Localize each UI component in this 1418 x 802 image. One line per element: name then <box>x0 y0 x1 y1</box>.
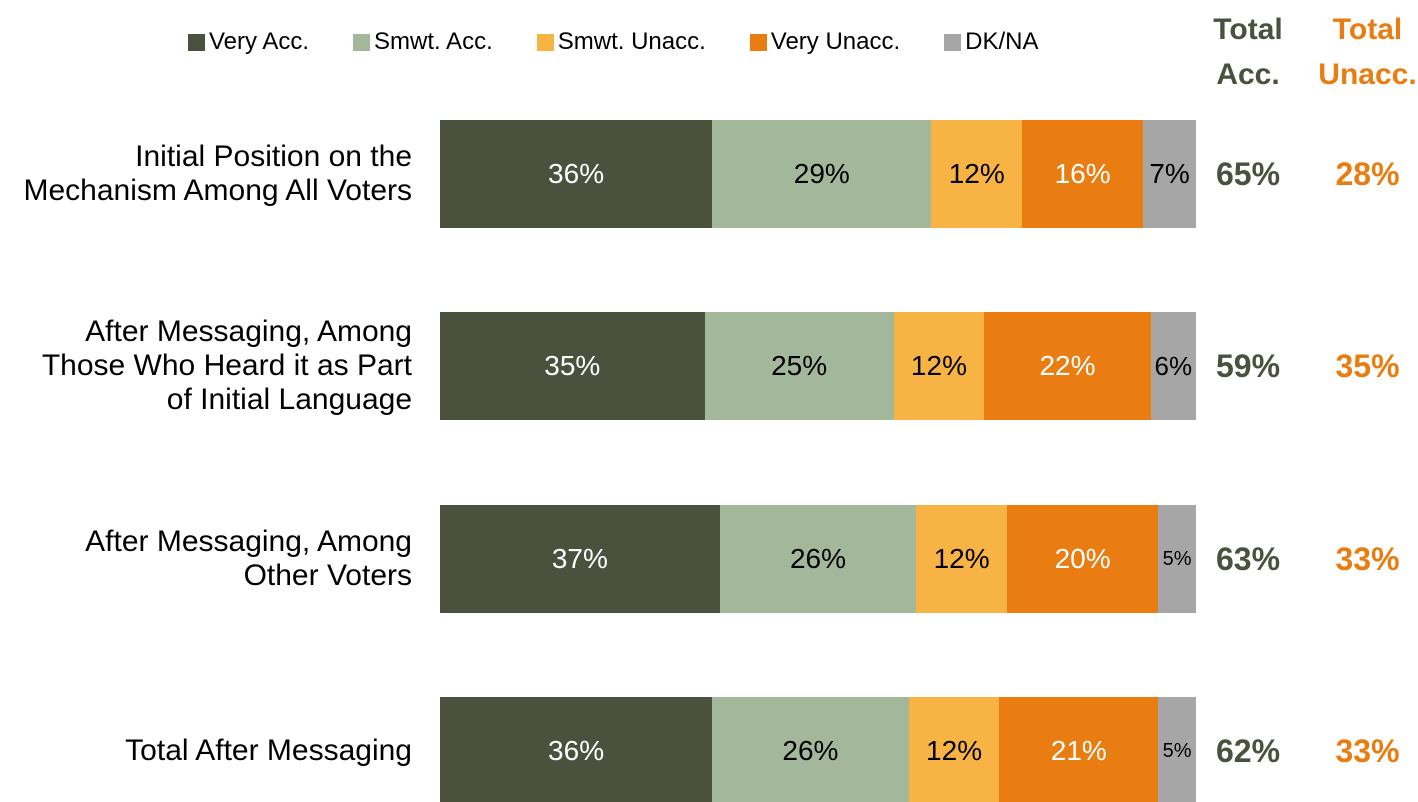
value-label: 21% <box>1050 735 1107 766</box>
legend-item: Very Acc. <box>188 28 309 56</box>
value-label: 20% <box>1054 543 1111 574</box>
legend-swatch <box>749 33 767 51</box>
legend-swatch <box>536 33 554 51</box>
bar-segment: 37% <box>440 505 720 613</box>
legend-label: Smwt. Unacc. <box>557 28 706 55</box>
category-label: After Messaging, Among Those Who Heard i… <box>41 315 412 416</box>
legend-label: DK/NA <box>965 28 1039 55</box>
bar-segment: 36% <box>440 697 713 802</box>
bar-segment: 21% <box>999 697 1159 802</box>
value-label: 25% <box>771 350 828 381</box>
bar-segment: 6% <box>1150 312 1196 420</box>
value-label: 26% <box>789 543 847 574</box>
total-value: 33% <box>1335 732 1400 769</box>
value-label: 36% <box>548 735 605 766</box>
legend-swatch <box>353 33 371 51</box>
value-label: 12% <box>933 543 990 574</box>
legend: Very Acc. Smwt. Acc. Smwt. Unacc. Very Unac… <box>188 28 1039 56</box>
legend-item: Smwt. Unacc. <box>536 28 706 56</box>
bar-segment: 26% <box>712 697 909 802</box>
value-label: 26% <box>782 735 839 766</box>
value-label: 29% <box>793 158 850 189</box>
legend-item: DK/NA <box>944 28 1039 56</box>
value-label: 22% <box>1039 350 1096 381</box>
value-label: 36% <box>548 158 605 189</box>
value-label: 12% <box>948 158 1005 189</box>
legend-label: Very Unacc. <box>770 28 901 55</box>
bar-segment: 5% <box>1158 697 1196 802</box>
total-value: 35% <box>1335 347 1400 384</box>
value-label: 5% <box>1162 547 1192 570</box>
bar-segment: 5% <box>1158 505 1196 613</box>
legend-swatch <box>188 33 205 51</box>
value-label: 16% <box>1054 158 1111 189</box>
bar-segment: 25% <box>704 312 894 420</box>
value-label: 6% <box>1154 350 1193 381</box>
legend-label: Very Acc. <box>209 28 310 55</box>
bar-segment: 36% <box>440 120 713 228</box>
total-value: 65% <box>1215 155 1281 192</box>
bar-segment: 22% <box>984 312 1151 420</box>
category-label: After Messaging, Among Other Voters <box>85 525 412 592</box>
bar-segment: 35% <box>440 312 705 420</box>
value-label: 12% <box>910 350 967 381</box>
bar-segment: 7% <box>1143 120 1196 228</box>
legend-item: Very Unacc. <box>749 28 901 56</box>
bar-segment: 12% <box>893 312 985 420</box>
total-header: Total Unacc. <box>1318 13 1417 91</box>
total-value: 28% <box>1335 155 1400 192</box>
legend-swatch <box>944 33 962 51</box>
value-label: 12% <box>926 735 983 766</box>
total-value: 59% <box>1215 347 1281 384</box>
total-value: 33% <box>1335 540 1400 577</box>
legend-label: Smwt. Acc. <box>374 28 493 55</box>
bar-segment: 16% <box>1022 120 1144 228</box>
bar-segment: 20% <box>1007 505 1159 613</box>
value-label: 5% <box>1162 739 1192 762</box>
bar-segment: 12% <box>908 697 1000 802</box>
value-label: 37% <box>551 543 608 574</box>
total-value: 63% <box>1215 540 1281 577</box>
value-label: 7% <box>1149 158 1190 189</box>
bar-segment: 12% <box>931 120 1023 228</box>
category-label: Initial Position on the Mechanism Among … <box>23 140 412 207</box>
total-value: 62% <box>1215 732 1281 769</box>
bar-segment: 26% <box>719 505 917 613</box>
value-label: 35% <box>544 350 601 381</box>
legend-item: Smwt. Acc. <box>353 28 493 56</box>
total-header: Total Acc. <box>1213 13 1283 91</box>
bar-segment: 29% <box>712 120 932 228</box>
category-label: Total After Messaging <box>125 734 412 767</box>
bar-segment: 12% <box>916 505 1007 613</box>
